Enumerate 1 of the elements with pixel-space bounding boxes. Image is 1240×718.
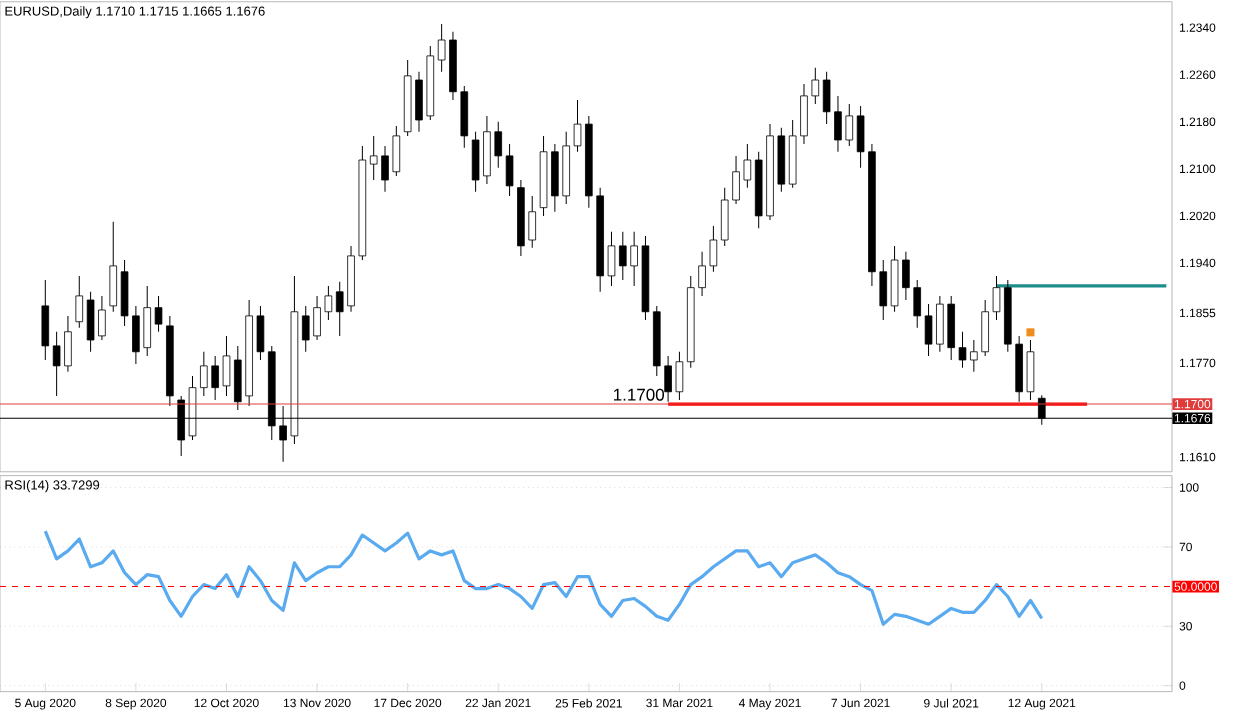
annotation: 1.1700	[613, 388, 665, 401]
